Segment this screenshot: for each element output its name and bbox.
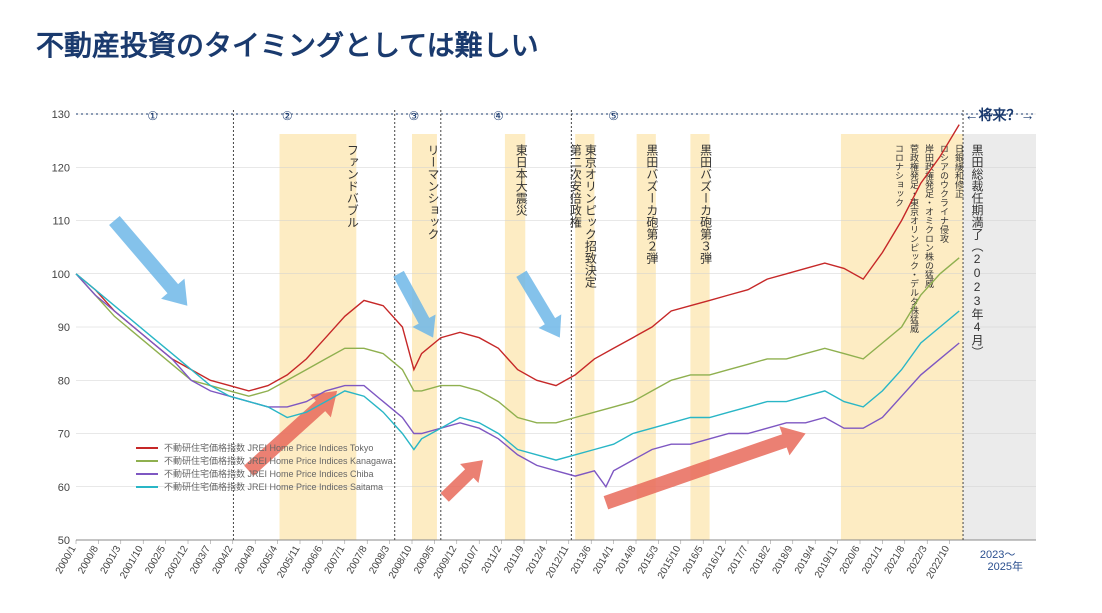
- event-label: 東日本大震災: [514, 144, 528, 216]
- x-tick-label: 2014/8: [614, 544, 639, 576]
- x-tick-label: 2018/9: [771, 544, 796, 576]
- x-tick-label: 2018/2: [748, 544, 773, 576]
- event-label: 第二次安倍政権: [568, 144, 582, 229]
- x-tick-label: 2021/1: [860, 544, 885, 576]
- y-tick-label: 130: [52, 109, 70, 121]
- chart-container: 50607080901001101201302000/12000/82001/3…: [36, 100, 1076, 590]
- legend-label: 不動研住宅価格指数 JREI Home Price Indices Chiba: [164, 468, 374, 479]
- phase-marker: ③: [409, 109, 420, 123]
- event-label: ファンドバブル: [345, 144, 359, 228]
- event-label: ロシアのウクライナ侵攻: [939, 144, 949, 244]
- event-label: 黒田バズーカ砲第２弾: [645, 144, 659, 265]
- event-label: 東京オリンピック招致決定: [583, 144, 597, 289]
- event-label: 黒田バズーカ砲第３弾: [699, 144, 713, 265]
- event-label: リーマンショック: [426, 144, 440, 240]
- future-note1: 2023～: [980, 549, 1015, 561]
- event-label: コロナショック: [894, 144, 904, 207]
- line-chart: 50607080901001101201302000/12000/82001/3…: [36, 100, 1076, 590]
- x-tick-label: 2017/7: [726, 544, 751, 576]
- legend-label: 不動研住宅価格指数 JREI Home Price Indices Kanaga…: [164, 455, 393, 466]
- x-tick-label: 2011/2: [480, 544, 505, 576]
- x-tick-label: 2000/8: [76, 544, 101, 576]
- y-tick-label: 60: [58, 482, 70, 494]
- x-tick-label: 2007/1: [323, 544, 348, 576]
- x-tick-label: 2020/6: [838, 544, 863, 576]
- grey-band-label: 黒田総裁任期満了（2023年4月）: [970, 144, 984, 358]
- y-tick-label: 110: [52, 216, 70, 228]
- x-tick-label: 2013/6: [569, 544, 594, 576]
- y-tick-label: 80: [58, 375, 70, 387]
- x-tick-label: 2004/9: [233, 544, 258, 576]
- phase-marker: ①: [147, 109, 158, 123]
- x-tick-label: 2007/8: [345, 544, 370, 576]
- x-tick-label: 2006/6: [300, 544, 325, 576]
- y-tick-label: 100: [52, 269, 70, 281]
- phase-marker: ②: [282, 109, 293, 123]
- trend-arrow: [109, 216, 187, 306]
- x-tick-label: 2000/1: [54, 544, 79, 576]
- trend-arrow: [440, 460, 483, 502]
- legend-label: 不動研住宅価格指数 JREI Home Price Indices Tokyo: [164, 442, 373, 453]
- legend-label: 不動研住宅価格指数 JREI Home Price Indices Saitam…: [164, 481, 383, 492]
- x-tick-label: 2021/8: [883, 544, 908, 576]
- event-label: 岸田政権発足・オミクロン株の猛威: [924, 144, 934, 289]
- y-tick-label: 120: [52, 162, 70, 174]
- y-tick-label: 90: [58, 322, 70, 334]
- x-tick-label: 2014/1: [591, 544, 616, 576]
- future-note2: 2025年: [988, 559, 1023, 573]
- y-tick-label: 70: [58, 429, 70, 441]
- x-tick-label: 2004/2: [211, 544, 236, 576]
- phase-marker: ④: [493, 109, 504, 123]
- phase-marker: ⑤: [608, 109, 619, 123]
- event-label: 日銀緩和修正: [954, 144, 964, 198]
- chart-title: 不動産投資のタイミングとしては難しい: [36, 24, 539, 64]
- future-label: ←将来？→: [965, 107, 1035, 123]
- x-tick-label: 2010/7: [457, 544, 482, 576]
- x-tick-label: 2003/7: [188, 544, 213, 576]
